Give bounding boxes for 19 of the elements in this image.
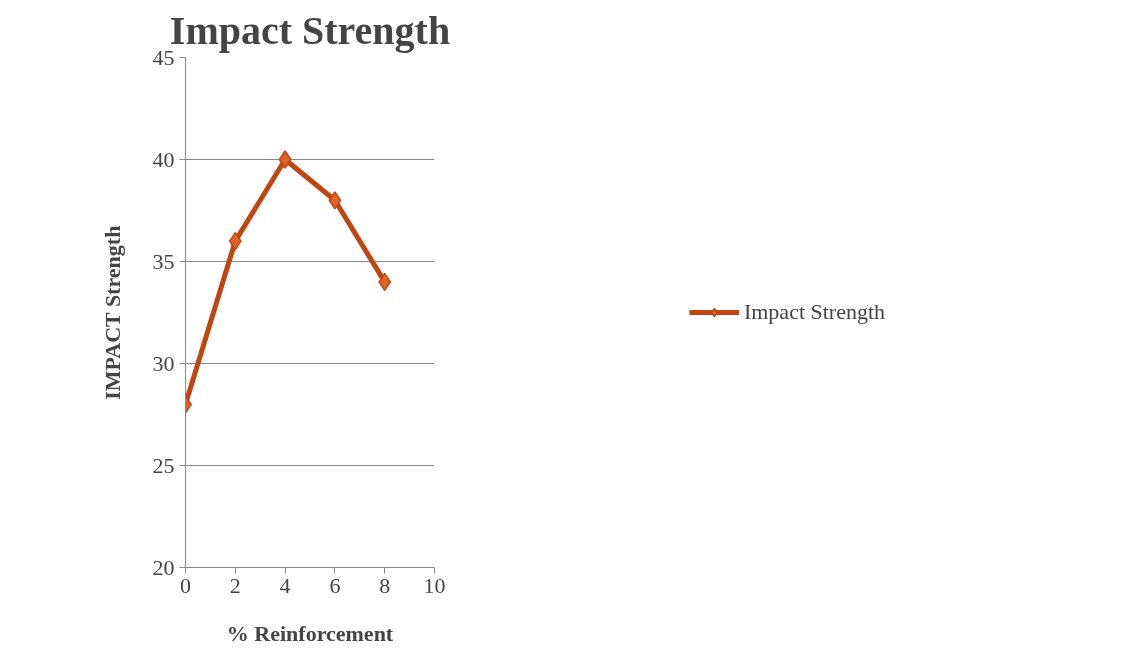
y-axis-title: IMPACT Strength [99, 225, 125, 400]
y-tick-label: 40 [152, 146, 175, 172]
point [378, 272, 392, 292]
x-tick-label: 8 [379, 572, 391, 598]
x-tick-label: 0 [180, 572, 191, 598]
x-tick-label: 10 [423, 572, 446, 598]
point [328, 191, 342, 210]
x-tick-label: 4 [279, 572, 291, 598]
point [278, 150, 292, 169]
x-axis-title: % Reinforcement [226, 620, 394, 646]
y-tick-label: 30 [152, 350, 175, 376]
y-tick-label: 20 [152, 554, 175, 580]
point [228, 231, 242, 251]
y-tick-label: 25 [152, 452, 175, 478]
y-tick-label: 35 [152, 248, 175, 274]
x-tick-label: 2 [229, 572, 241, 598]
legend-label: Impact Strength [743, 299, 886, 325]
x-tick-label: 6 [329, 572, 341, 598]
y-tick-label: 45 [152, 44, 175, 70]
